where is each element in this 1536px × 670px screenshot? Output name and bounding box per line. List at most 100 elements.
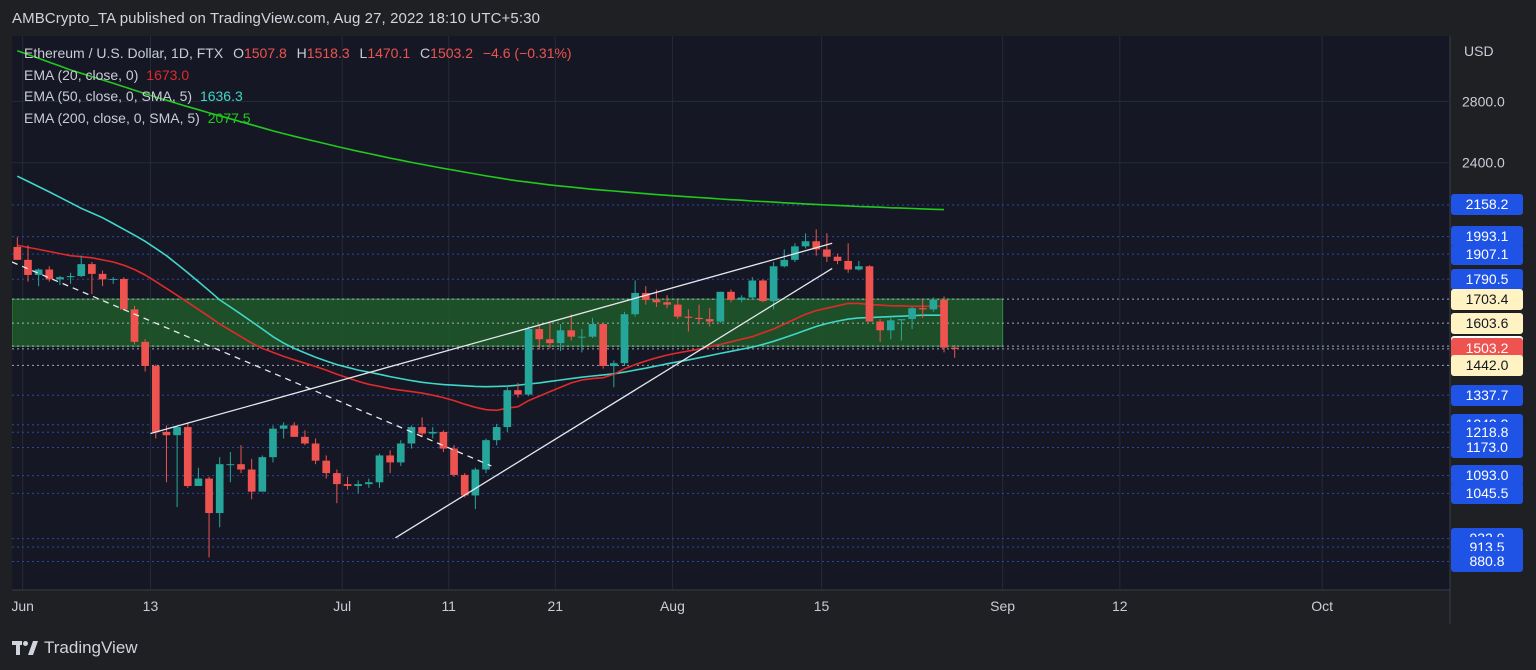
tradingview-footer[interactable]: TradingView — [12, 638, 138, 658]
candle-body — [301, 436, 309, 444]
candle-body — [695, 317, 703, 320]
price-tag: 1603.6 — [1451, 313, 1523, 334]
candle-body — [386, 455, 394, 463]
price-tag: 1442.0 — [1451, 355, 1523, 376]
candle-body — [290, 425, 299, 437]
candle-body — [812, 241, 821, 250]
candle-body — [705, 319, 714, 322]
price-tag: 1045.5 — [1451, 483, 1523, 504]
candle-body — [279, 425, 288, 429]
candle-body — [471, 469, 480, 496]
candle-body — [311, 443, 320, 461]
price-tag: 1790.5 — [1451, 269, 1523, 290]
candle-body — [56, 277, 64, 280]
candle-body — [759, 280, 767, 302]
candle-body — [876, 321, 884, 331]
candle-body — [151, 365, 160, 432]
x-tick-label: 11 — [441, 598, 456, 614]
trendline — [395, 267, 833, 539]
candle-body — [45, 269, 54, 280]
tradingview-logo-icon — [12, 641, 38, 655]
candle-body — [439, 431, 448, 449]
candle-body — [535, 329, 544, 340]
candle-body — [673, 304, 682, 317]
candle-body — [503, 390, 512, 428]
legend-ema200-row[interactable]: EMA (200, close, 0, SMA, 5) 2077.5 — [24, 108, 572, 130]
candle-body — [854, 266, 863, 270]
candle-body — [652, 299, 661, 303]
candle-body — [482, 440, 490, 470]
y-tick-label: 2800.0 — [1462, 93, 1505, 109]
ema200-line — [17, 49, 945, 211]
price-tag: 2158.2 — [1451, 194, 1523, 215]
candle-body — [258, 457, 267, 492]
x-tick-label: 15 — [814, 598, 830, 614]
candle-body — [375, 455, 384, 483]
trendline — [12, 261, 492, 467]
trendline — [150, 242, 833, 435]
x-tick-label: Aug — [660, 598, 685, 614]
candle-body — [620, 314, 629, 364]
time-scale-area — [12, 590, 1450, 624]
x-tick-label: Oct — [1311, 598, 1333, 614]
published-header: AMBCrypto_TA published on TradingView.co… — [12, 10, 541, 27]
price-tag: 1993.1 — [1451, 226, 1523, 247]
candle-body — [641, 292, 650, 300]
candle-body — [918, 308, 927, 310]
candle-body — [801, 241, 810, 247]
legend-symbol[interactable]: Ethereum / U.S. Dollar, 1D, FTX — [24, 45, 224, 61]
candle-body — [77, 264, 86, 277]
candle-body — [343, 484, 352, 486]
candle-body — [492, 427, 501, 441]
candle-body — [886, 320, 895, 331]
price-tag: 880.8 — [1451, 551, 1523, 572]
x-tick-label: Jul — [333, 598, 351, 614]
candle-body — [897, 319, 906, 321]
candle-body — [524, 329, 533, 395]
legend-high: 1518.3 — [306, 45, 350, 61]
legend-high-label: H — [296, 45, 307, 61]
candle-body — [215, 464, 224, 514]
ema50-line — [16, 175, 944, 388]
candle-body — [578, 336, 586, 338]
candle-body — [407, 427, 416, 444]
legend-ema200-value: 2077.5 — [207, 109, 251, 126]
candle-body — [88, 264, 96, 274]
y-tick-label: 2400.0 — [1462, 155, 1505, 171]
candle-body — [588, 324, 597, 337]
price-tag: 1703.4 — [1451, 289, 1523, 310]
candle-body — [354, 484, 363, 486]
candle-body — [929, 299, 938, 310]
legend-low: 1470.1 — [367, 45, 411, 61]
x-tick-label: Jun — [12, 598, 34, 614]
candle-body — [833, 256, 842, 261]
tradingview-brand: TradingView — [44, 638, 138, 657]
legend-ema50-row[interactable]: EMA (50, close, 0, SMA, 5) 1636.3 — [24, 86, 572, 108]
candle-body — [556, 330, 565, 344]
candle-body — [333, 473, 341, 485]
legend-symbol-row: Ethereum / U.S. Dollar, 1D, FTX O1507.8 … — [24, 43, 572, 65]
candle-body — [737, 297, 746, 300]
candle-body — [247, 469, 256, 492]
legend-ema20-label: EMA (20, close, 0) — [24, 66, 139, 83]
candle-body — [599, 324, 608, 366]
legend-ema20-row[interactable]: EMA (20, close, 0) 1673.0 — [24, 65, 572, 87]
candle-body — [460, 474, 469, 496]
price-chart[interactable]: Jun 13 Jul 11 21 Aug 15 Sep 12 Oct 2800.0 2400.0 USD — [12, 36, 1524, 624]
candle-body — [780, 259, 789, 267]
legend-close-label: C — [420, 45, 431, 61]
ema20-line — [17, 244, 944, 412]
chart-pane[interactable]: Jun 13 Jul 11 21 Aug 15 Sep 12 Oct 2800.0 2400.0 USD… — [12, 36, 1524, 624]
candle-body — [226, 464, 235, 466]
candle-body — [141, 341, 149, 366]
candle-body — [365, 482, 373, 485]
candle-body — [162, 431, 171, 436]
candle-body — [396, 443, 405, 463]
price-tag: 1907.1 — [1451, 244, 1523, 265]
candle-body — [183, 427, 192, 486]
candle-body — [194, 478, 203, 486]
y-unit-label: USD — [1464, 43, 1494, 59]
legend-change: −4.6 (−0.31%) — [482, 45, 572, 61]
candle-body — [269, 428, 277, 458]
legend-ema50-value: 1636.3 — [199, 88, 243, 104]
